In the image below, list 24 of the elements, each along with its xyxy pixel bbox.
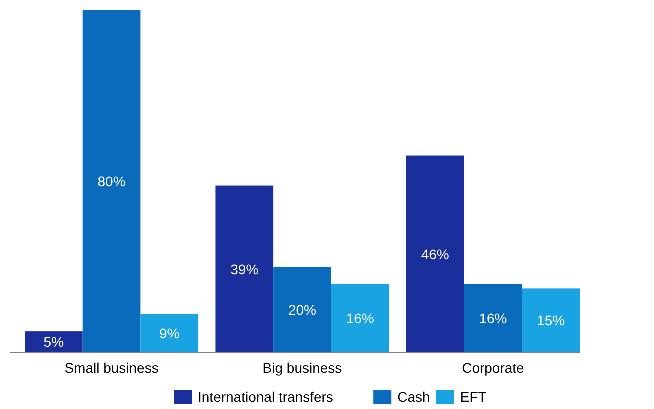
bar (331, 284, 390, 353)
data-label: 20% (288, 302, 317, 318)
bar (274, 267, 332, 353)
data-label: 15% (537, 312, 566, 329)
legend-label: International transfers (198, 388, 334, 405)
x-tick-label: Big business (262, 360, 342, 376)
bar (522, 288, 580, 353)
x-tick-label: Small business (64, 360, 159, 376)
data-label: 80% (98, 173, 126, 190)
bar (216, 186, 274, 353)
bar (406, 156, 464, 353)
legend-label: Cash (398, 388, 430, 405)
data-label: 46% (421, 246, 450, 262)
data-label: 5% (44, 334, 64, 350)
legend-label: EFT (460, 388, 488, 405)
data-label: 39% (230, 261, 259, 278)
bar (25, 332, 83, 353)
data-label: 9% (160, 326, 180, 342)
bar (140, 314, 199, 353)
x-tick-label: Corporate (462, 360, 525, 376)
bar (464, 284, 522, 353)
bar (82, 10, 141, 353)
data-label: 16% (479, 310, 508, 327)
data-label: 16% (346, 310, 374, 327)
